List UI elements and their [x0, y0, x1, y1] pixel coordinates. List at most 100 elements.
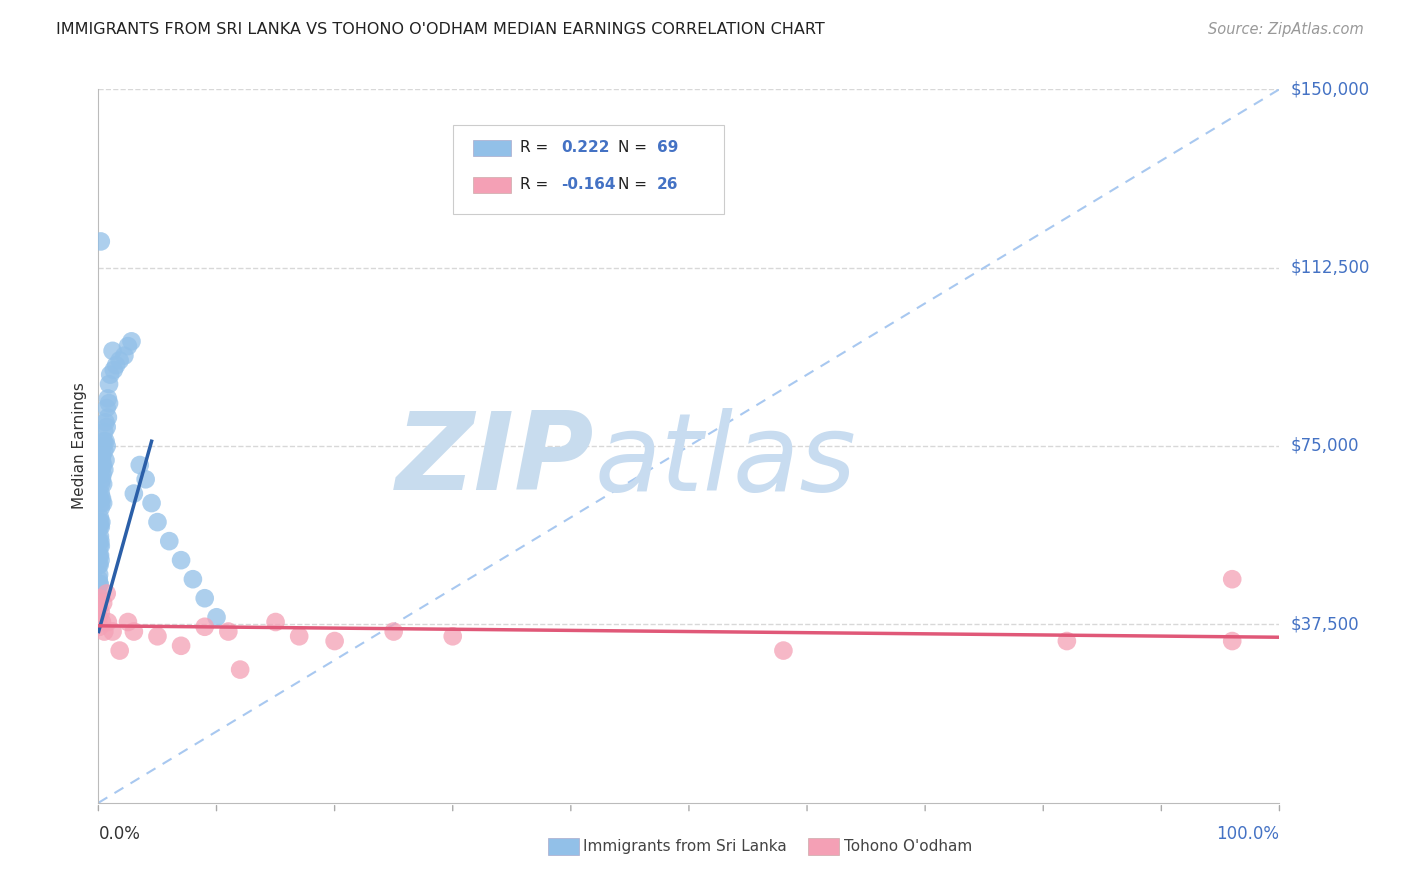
Point: [89, 515, 111, 529]
Point: [141, 496, 163, 510]
Point: [112, 349, 135, 363]
Text: 69: 69: [657, 140, 679, 155]
Point: [91, 472, 114, 486]
Point: [91, 596, 114, 610]
FancyBboxPatch shape: [453, 125, 724, 214]
Point: [135, 472, 157, 486]
Point: [89, 520, 111, 534]
FancyBboxPatch shape: [472, 140, 510, 155]
Point: [96, 586, 118, 600]
Point: [90, 553, 112, 567]
Point: [91, 615, 114, 629]
Point: [90, 515, 112, 529]
Text: R =: R =: [520, 140, 553, 155]
Point: [264, 615, 287, 629]
Point: [96, 439, 118, 453]
Point: [90, 486, 112, 500]
Point: [108, 353, 131, 368]
Text: 26: 26: [657, 178, 679, 193]
Point: [96, 401, 118, 415]
Point: [93, 463, 115, 477]
Point: [98, 368, 121, 382]
Point: [89, 491, 111, 506]
Point: [91, 449, 114, 463]
Point: [170, 553, 193, 567]
Text: ZIP: ZIP: [396, 408, 595, 513]
Point: [122, 624, 145, 639]
Point: [1056, 634, 1078, 648]
Point: [105, 358, 128, 372]
Point: [288, 629, 311, 643]
Point: [91, 477, 114, 491]
Point: [91, 439, 114, 453]
Point: [93, 434, 115, 449]
Point: [194, 591, 217, 606]
Point: [94, 453, 117, 467]
Text: $112,500: $112,500: [1291, 259, 1369, 277]
Point: [91, 496, 114, 510]
Point: [772, 643, 794, 657]
Point: [90, 539, 112, 553]
Point: [90, 500, 112, 515]
Point: [108, 643, 131, 657]
Text: IMMIGRANTS FROM SRI LANKA VS TOHONO O'ODHAM MEDIAN EARNINGS CORRELATION CHART: IMMIGRANTS FROM SRI LANKA VS TOHONO O'OD…: [56, 22, 825, 37]
Text: atlas: atlas: [595, 408, 856, 513]
Point: [91, 467, 114, 482]
Text: N =: N =: [619, 140, 652, 155]
Point: [89, 534, 111, 549]
Y-axis label: Median Earnings: Median Earnings: [72, 383, 87, 509]
Point: [382, 624, 405, 639]
Point: [91, 491, 114, 506]
Point: [89, 567, 111, 582]
Point: [97, 410, 120, 425]
Point: [91, 453, 114, 467]
Point: [87, 600, 110, 615]
Point: [87, 534, 110, 549]
Text: 0.222: 0.222: [561, 140, 610, 155]
Point: [89, 549, 111, 563]
Text: -0.164: -0.164: [561, 178, 616, 193]
FancyBboxPatch shape: [472, 177, 510, 193]
Point: [1220, 572, 1243, 586]
Point: [96, 420, 118, 434]
Point: [89, 577, 111, 591]
Point: [93, 624, 115, 639]
Point: [194, 620, 217, 634]
Point: [89, 591, 111, 606]
Text: Tohono O'odham: Tohono O'odham: [844, 839, 972, 854]
Point: [146, 515, 169, 529]
Point: [217, 624, 239, 639]
Point: [89, 510, 111, 524]
Point: [121, 334, 143, 349]
Point: [441, 629, 464, 643]
Point: [90, 520, 112, 534]
Point: [98, 377, 121, 392]
Point: [98, 396, 121, 410]
Point: [94, 415, 117, 429]
Point: [101, 624, 124, 639]
Point: [94, 434, 117, 449]
Point: [91, 458, 114, 472]
Point: [97, 615, 120, 629]
Point: [89, 549, 111, 563]
Point: [90, 235, 112, 249]
Point: [103, 363, 125, 377]
Point: [90, 463, 112, 477]
Point: [90, 606, 112, 620]
Text: 0.0%: 0.0%: [98, 825, 141, 843]
Point: [89, 620, 111, 634]
Point: [323, 634, 346, 648]
Point: [157, 534, 180, 549]
Point: [87, 610, 110, 624]
Point: [181, 572, 204, 586]
Point: [1220, 634, 1243, 648]
Point: [128, 458, 150, 472]
Point: [229, 663, 252, 677]
Point: [90, 477, 112, 491]
Point: [93, 425, 115, 439]
Point: [205, 610, 228, 624]
Point: [87, 586, 110, 600]
Point: [89, 577, 111, 591]
Point: [117, 339, 139, 353]
Text: $150,000: $150,000: [1291, 80, 1369, 98]
